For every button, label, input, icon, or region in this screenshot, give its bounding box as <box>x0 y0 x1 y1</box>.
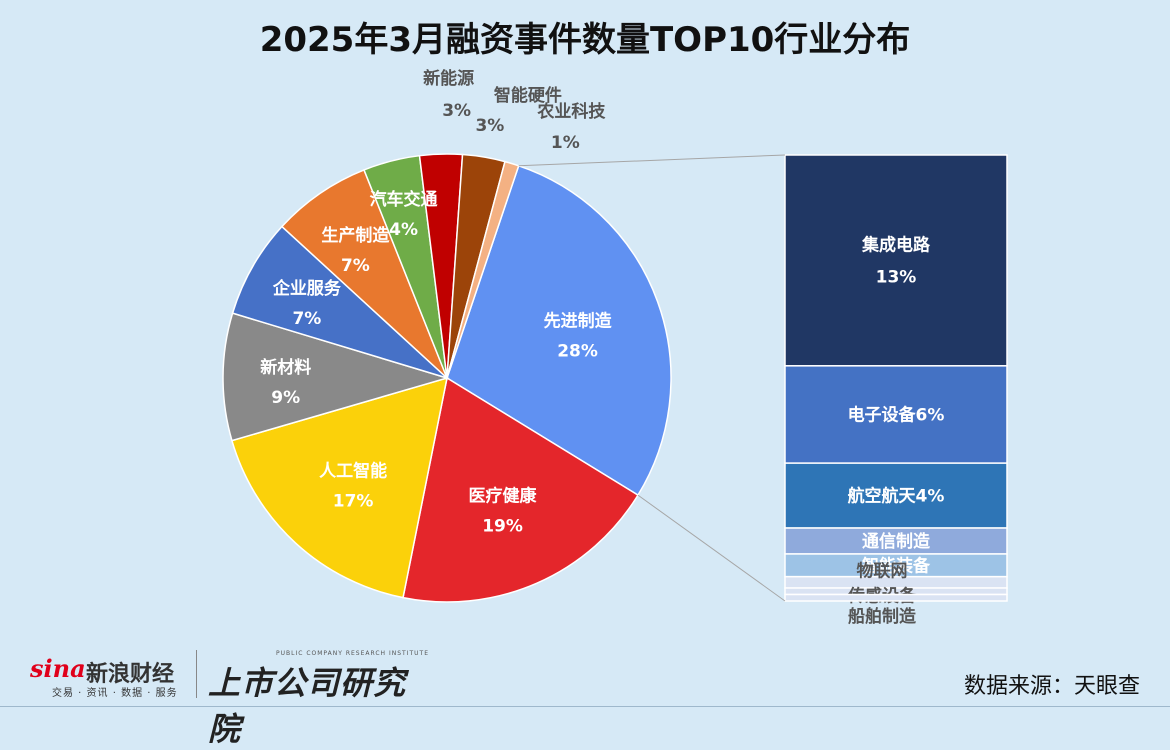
bar-segment-label: 集成电路 <box>861 234 931 255</box>
logo-divider <box>196 650 197 698</box>
bar-segment <box>784 365 1008 464</box>
pie-slice <box>231 225 448 379</box>
bar-segment <box>784 154 1008 367</box>
bar-segment-label: 通信制造 <box>862 531 931 552</box>
bar-segment-label: 智能装备 <box>862 555 931 576</box>
sina-logo-word: sina <box>30 654 86 683</box>
footer-divider <box>0 706 1170 707</box>
bar-segment <box>784 527 1008 555</box>
bar-segment-label: 电子设备6% <box>848 404 945 425</box>
pie-group <box>222 153 672 603</box>
chart-title: 2025年3月融资事件数量TOP10行业分布 <box>259 20 911 60</box>
bar-segment-label: 物联网 <box>857 560 908 581</box>
pie-label-group: 先进制造28%医疗健康19%人工智能17%新材料9%企业服务7%生产制造7%汽车… <box>260 68 612 536</box>
data-source: 数据来源：天眼查 <box>963 674 1140 699</box>
sina-logo-tagline: 交易 · 资讯 · 数据 · 服务 <box>52 688 178 699</box>
bar-segment-label: 船舶制造 <box>848 606 917 627</box>
slice-label: 汽车交通 <box>370 189 438 210</box>
pie-slice <box>446 160 520 379</box>
slice-label: 新能源 <box>423 68 474 89</box>
pie-slice <box>446 164 672 497</box>
connector-line <box>518 154 786 167</box>
slice-value-label: 9% <box>271 388 300 408</box>
slice-value-label: 7% <box>341 256 370 276</box>
slice-value-label: 17% <box>333 491 374 511</box>
bar-segment <box>784 593 1008 602</box>
slice-label: 医疗健康 <box>469 485 538 506</box>
sina-logo-cn: 新浪财经 <box>86 662 175 687</box>
slice-label: 企业服务 <box>272 278 342 299</box>
institute-logo-en: PUBLIC COMPANY RESEARCH INSTITUTE <box>276 650 429 657</box>
slice-value-label: 3% <box>442 101 471 121</box>
bar-segment-value-label: 13% <box>876 267 917 287</box>
slice-label: 新材料 <box>260 357 311 378</box>
bar-segment <box>784 462 1008 529</box>
slice-label: 智能硬件 <box>494 85 562 106</box>
slice-value-label: 7% <box>292 309 321 329</box>
slice-label: 生产制造 <box>321 225 390 246</box>
connector-group <box>518 154 786 602</box>
pie-of-bar-chart: 先进制造28%医疗健康19%人工智能17%新材料9%企业服务7%生产制造7%汽车… <box>222 68 1008 627</box>
pie-slice <box>230 376 448 599</box>
pie-slice <box>402 376 639 603</box>
slice-label: 人工智能 <box>319 460 387 481</box>
slice-value-label: 19% <box>482 516 523 536</box>
bar-segment-label: 航空航天4% <box>848 486 945 507</box>
slice-value-label: 28% <box>557 342 598 362</box>
connector-line <box>637 494 786 602</box>
slice-label: 先进制造 <box>544 311 613 332</box>
slice-value-label: 3% <box>475 116 504 136</box>
slice-label: 农业科技 <box>536 101 606 122</box>
pie-slice <box>280 168 448 379</box>
institute-logo: PUBLIC COMPANY RESEARCH INSTITUTE 上市公司研究… <box>208 650 429 748</box>
slice-value-label: 1% <box>551 133 580 153</box>
slice-value-label: 4% <box>389 220 418 240</box>
sina-finance-logo: sina 新浪财经 交易 · 资讯 · 数据 · 服务 <box>30 652 190 700</box>
pie-slice <box>222 312 450 442</box>
institute-logo-cn: 上市公司研究院 <box>208 664 407 748</box>
